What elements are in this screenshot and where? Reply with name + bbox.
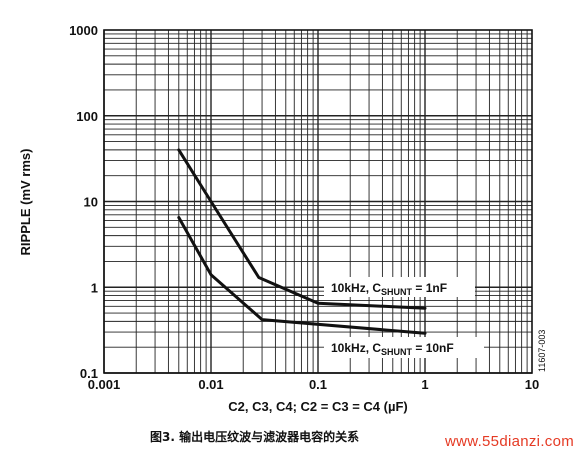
y-axis-title: RIPPLE (mV rms): [18, 149, 33, 256]
x-tick-label: 1: [421, 377, 428, 392]
y-tick-label: 1: [91, 280, 98, 295]
figure-caption: 图3. 输出电压纹波与滤波器电容的关系: [150, 430, 360, 444]
y-tick-label: 100: [76, 109, 98, 124]
x-tick-label: 0.1: [309, 377, 327, 392]
x-tick-label: 0.001: [88, 377, 121, 392]
figure-code: 11607-003: [537, 330, 547, 372]
x-axis-title: C2, C3, C4; C2 = C3 = C4 (µF): [228, 399, 407, 414]
series-label-1nf-background: [324, 277, 475, 297]
series-label-10nf: 10kHz, CSHUNT = 10nF: [331, 341, 454, 357]
x-tick-label: 0.01: [198, 377, 223, 392]
chart-series-lines: [177, 148, 427, 335]
series-label-10nf-background: [324, 337, 484, 358]
chart-grid: [103, 29, 533, 374]
y-tick-label: 10: [84, 195, 98, 210]
chart-tick-labels: 0.001 0.01 0.1 1 10 0.1 1 10 100 1000: [69, 23, 539, 392]
series-line-1nf: [177, 148, 427, 310]
series-label-1nf: 10kHz, CSHUNT = 1nF: [331, 281, 447, 297]
y-tick-label: 0.1: [80, 366, 98, 381]
site-watermark: www.55dianzi.com: [445, 433, 575, 450]
plot-frame: [103, 29, 533, 374]
y-tick-label: 1000: [69, 23, 98, 38]
series-line-10nf: [177, 216, 427, 335]
x-tick-label: 10: [525, 377, 539, 392]
